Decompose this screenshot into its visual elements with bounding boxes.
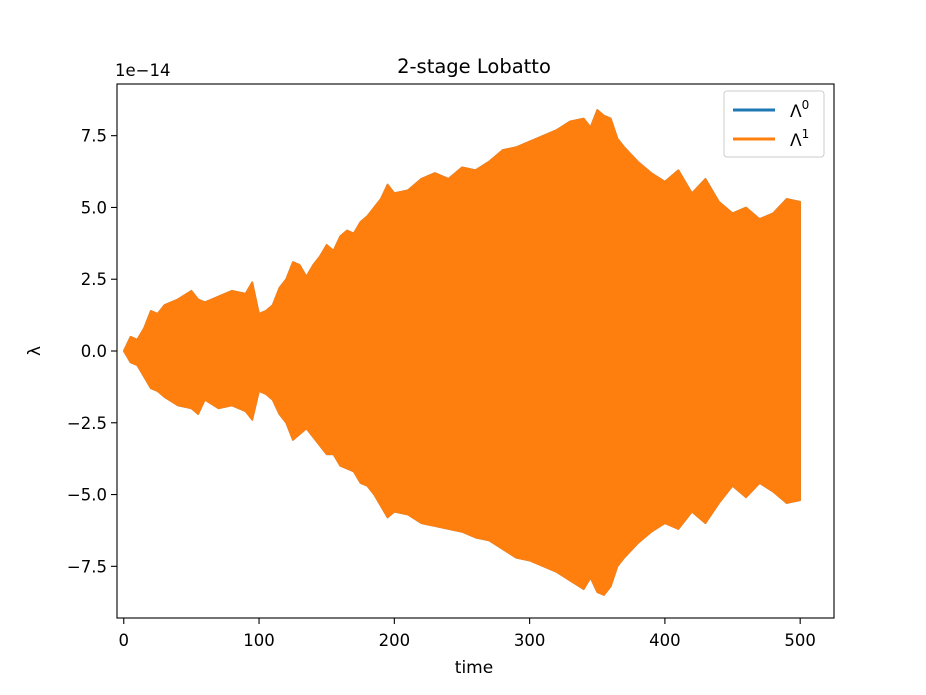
x-tick-label: 500: [784, 631, 816, 650]
x-tick-label: 100: [243, 631, 275, 650]
y-tick-label: 5.0: [81, 198, 107, 217]
x-tick-label: 400: [649, 631, 681, 650]
x-axis: 0 100 200 300 400 500: [119, 618, 816, 650]
y-offset-text: 1e−14: [115, 61, 170, 80]
y-tick-label: −2.5: [67, 414, 107, 433]
x-axis-label: time: [455, 658, 493, 678]
series-1-band: [123, 109, 801, 596]
x-tick-label: 0: [119, 631, 130, 650]
y-axis: −7.5 −5.0 −2.5 0.0 2.5 5.0 7.5: [67, 127, 117, 576]
y-tick-label: −5.0: [67, 486, 107, 505]
x-tick-label: 200: [379, 631, 411, 650]
plot-area: [123, 109, 801, 596]
chart-title: 2-stage Lobatto: [397, 55, 551, 78]
y-axis-label: λ: [25, 346, 45, 356]
y-tick-label: −7.5: [67, 557, 107, 576]
y-tick-label: 7.5: [81, 127, 107, 146]
y-tick-label: 0.0: [81, 342, 107, 361]
x-tick-label: 300: [514, 631, 546, 650]
y-tick-label: 2.5: [81, 270, 107, 289]
